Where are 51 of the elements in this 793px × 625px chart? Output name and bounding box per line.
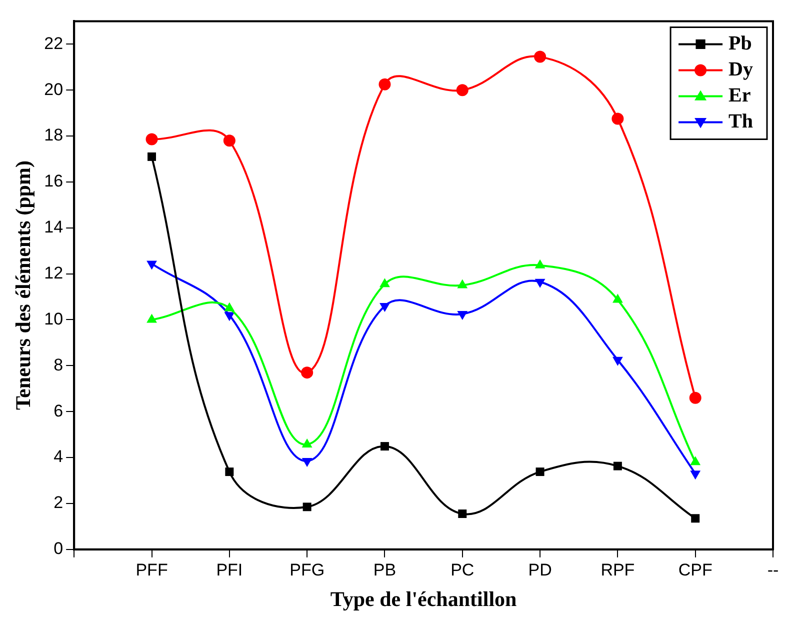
point — [146, 133, 158, 146]
point — [223, 134, 236, 147]
point — [536, 468, 544, 476]
point — [378, 78, 391, 90]
point — [380, 442, 389, 451]
y-tick-label: 20 — [44, 80, 64, 99]
point — [225, 468, 234, 476]
x-tick-label: PFG — [290, 560, 325, 580]
point — [689, 392, 702, 404]
y-tick-label: 12 — [44, 264, 64, 283]
point — [534, 50, 546, 63]
point — [146, 260, 157, 270]
point — [224, 312, 235, 322]
y-tick-label: 8 — [54, 355, 64, 374]
x-tick-label: PB — [373, 560, 396, 580]
point — [148, 152, 156, 161]
legend-label: Th — [728, 110, 754, 132]
y-tick-label: 6 — [54, 401, 64, 420]
point — [613, 462, 622, 470]
x-tick-label: CPF — [678, 560, 712, 580]
point — [612, 356, 623, 366]
point — [691, 514, 700, 523]
point — [457, 311, 468, 320]
point — [380, 302, 390, 312]
legend-label: Er — [728, 84, 751, 106]
y-tick-label: 18 — [44, 126, 64, 145]
x-tick-label: PFF — [136, 560, 168, 580]
y-axis-title: Teneurs des éléments (ppm) — [11, 160, 36, 410]
point — [534, 278, 546, 288]
y-tick-label: 10 — [44, 309, 64, 328]
point — [690, 470, 701, 480]
x-tick-label: PD — [528, 560, 552, 580]
legend-label: Dy — [728, 58, 753, 80]
x-tick-label: RPF — [600, 560, 635, 580]
y-tick-label: 2 — [54, 493, 64, 512]
point — [302, 502, 312, 512]
x-tick-label: -- — [767, 560, 779, 580]
x-axis-title: Type de l'échantillon — [330, 586, 518, 611]
point — [301, 366, 314, 379]
point — [302, 458, 312, 467]
y-tick-label: 22 — [44, 34, 64, 53]
y-tick-label: 16 — [44, 172, 64, 191]
x-tick-label: PFI — [216, 560, 243, 580]
point — [612, 112, 624, 125]
x-tick-label: PC — [450, 560, 474, 580]
y-tick-label: 14 — [44, 218, 64, 237]
legend-label: Pb — [728, 32, 752, 54]
point — [456, 84, 468, 96]
y-tick-label: 0 — [54, 539, 64, 558]
point — [458, 510, 467, 518]
y-tick-label: 4 — [54, 447, 64, 466]
